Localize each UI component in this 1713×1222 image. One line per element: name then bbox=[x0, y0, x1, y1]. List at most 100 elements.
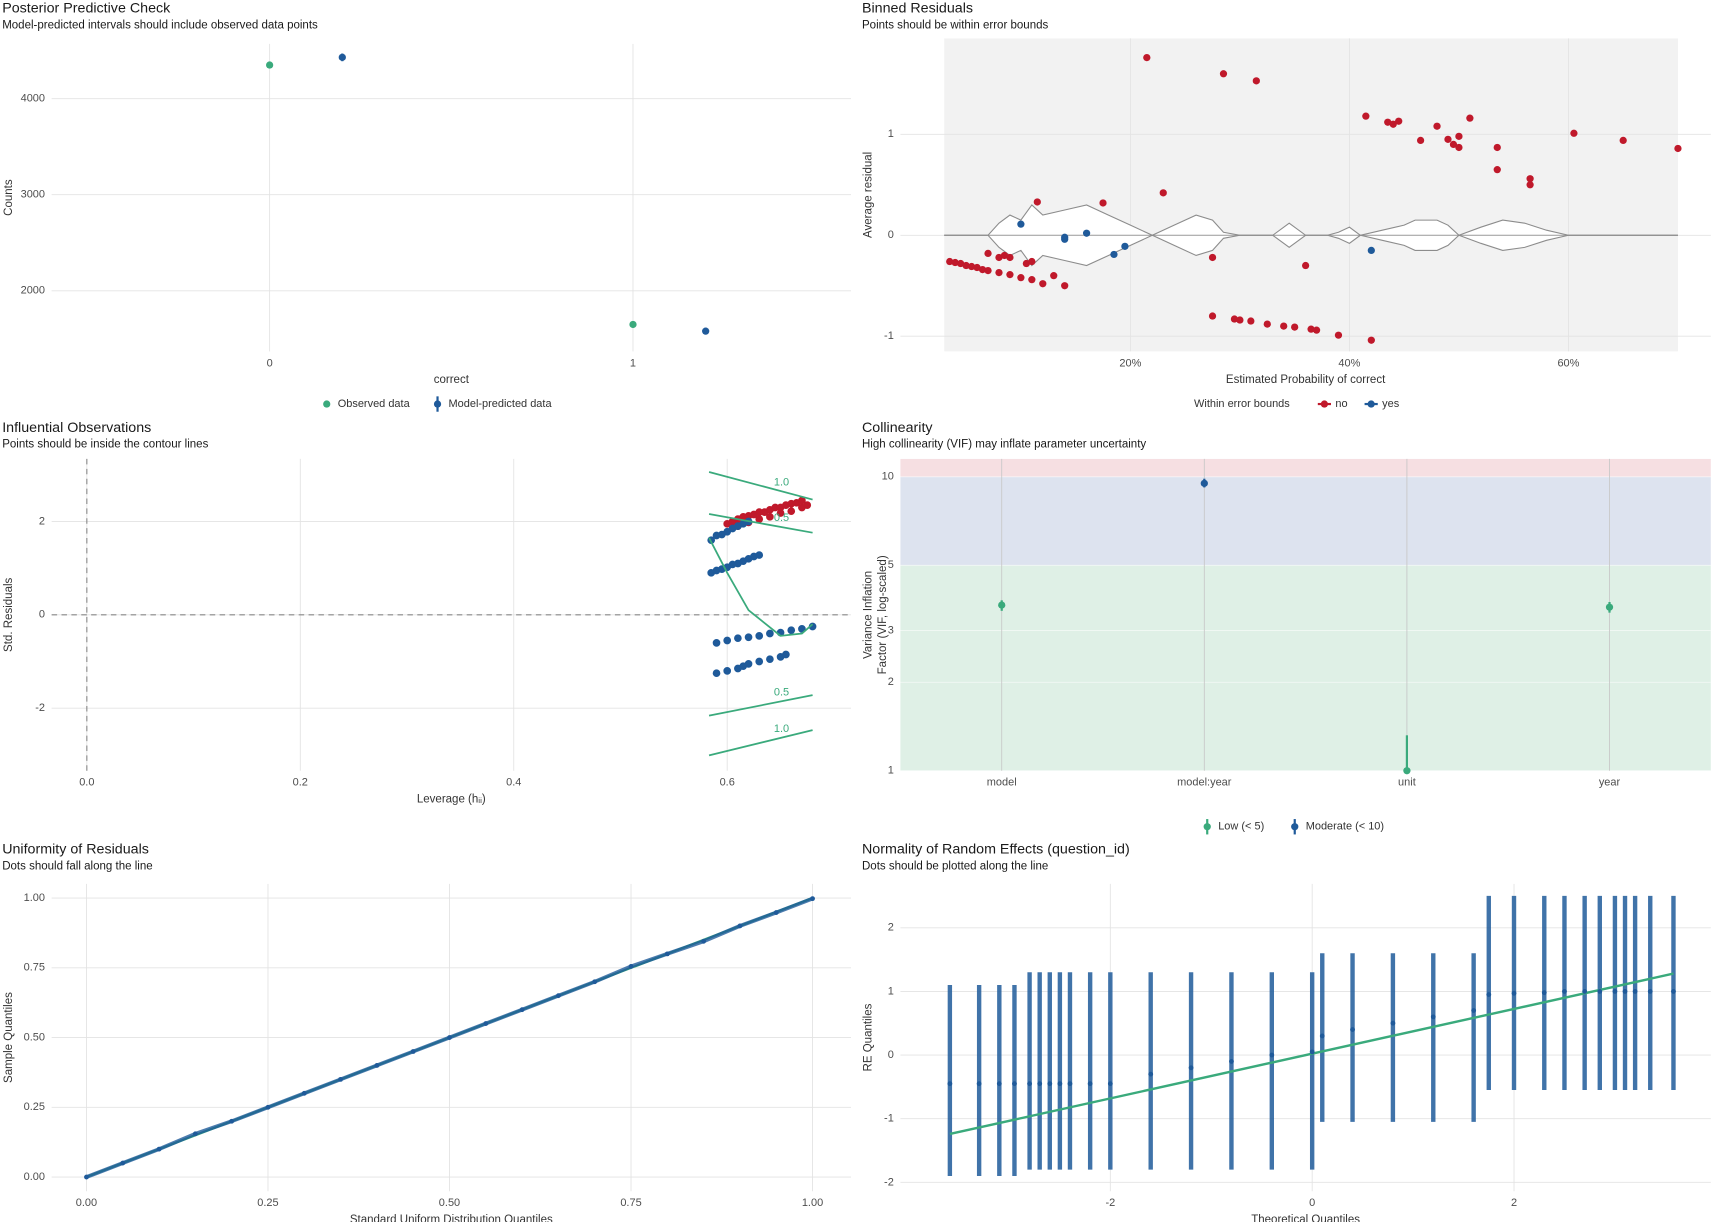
point bbox=[1486, 992, 1492, 997]
point bbox=[723, 527, 732, 536]
point bbox=[1632, 988, 1638, 994]
error-bound bbox=[944, 234, 1678, 267]
point bbox=[1028, 276, 1036, 284]
point bbox=[962, 261, 970, 270]
vif-band bbox=[900, 458, 1711, 477]
point bbox=[1159, 189, 1167, 197]
point bbox=[996, 1081, 1002, 1087]
point bbox=[787, 507, 796, 516]
x-tick-label: 1.00 bbox=[802, 1197, 823, 1209]
point bbox=[1471, 1008, 1477, 1013]
point bbox=[1309, 1049, 1315, 1055]
point bbox=[338, 53, 346, 61]
point bbox=[1107, 1081, 1113, 1087]
point bbox=[628, 963, 634, 969]
x-tick-label: 0.0 bbox=[79, 777, 94, 789]
point bbox=[1057, 1081, 1063, 1087]
point bbox=[776, 509, 785, 517]
legend-glyph bbox=[1291, 823, 1299, 831]
point bbox=[1511, 990, 1517, 996]
x-tick-label: 0.25 bbox=[257, 1197, 278, 1209]
y-axis-label: Sample Quantiles bbox=[3, 992, 15, 1083]
point bbox=[1017, 220, 1025, 228]
point bbox=[1384, 118, 1392, 126]
point bbox=[266, 61, 274, 69]
contour-line bbox=[708, 729, 813, 757]
point bbox=[755, 632, 764, 640]
point bbox=[1099, 199, 1107, 207]
point bbox=[946, 257, 954, 266]
point bbox=[1208, 253, 1217, 262]
point bbox=[1466, 114, 1474, 122]
point bbox=[1367, 336, 1375, 344]
y-axis-label: Std. Residuals bbox=[3, 577, 15, 651]
y-tick-label: 0 bbox=[39, 609, 45, 621]
y-tick-label: 0.50 bbox=[24, 1031, 45, 1043]
legend-label: no bbox=[1335, 398, 1347, 410]
contour-line bbox=[708, 513, 813, 534]
point bbox=[1229, 1058, 1234, 1064]
point bbox=[84, 1174, 89, 1180]
point bbox=[1219, 70, 1228, 78]
binned-area bbox=[944, 38, 1678, 352]
y-tick-label: 1 bbox=[888, 985, 894, 997]
contour-label: 0.5 bbox=[774, 512, 789, 524]
point bbox=[1301, 261, 1310, 270]
point bbox=[1403, 767, 1411, 775]
point bbox=[1433, 122, 1441, 130]
x-tick-label: 0.00 bbox=[76, 1197, 97, 1209]
panel-title: Normality of Random Effects (question_id… bbox=[862, 842, 1130, 858]
point bbox=[1541, 990, 1547, 996]
x-axis-label: Estimated Probability of correct bbox=[1226, 374, 1386, 386]
point bbox=[1022, 259, 1030, 268]
point bbox=[702, 327, 710, 335]
point bbox=[1307, 325, 1315, 333]
point bbox=[978, 265, 987, 274]
point bbox=[984, 266, 992, 275]
y-tick-label: 0 bbox=[888, 1049, 894, 1061]
point bbox=[782, 650, 790, 659]
point bbox=[1148, 1071, 1154, 1077]
point bbox=[1444, 135, 1452, 143]
y-axis-label: Counts bbox=[3, 179, 15, 216]
panel-title: Binned Residuals bbox=[862, 1, 973, 17]
legend-label: Observed data bbox=[338, 398, 411, 410]
vif-band bbox=[900, 476, 1711, 566]
panel-title: Influential Observations bbox=[2, 420, 151, 436]
x-axis-label: correct bbox=[434, 374, 470, 386]
point bbox=[1319, 1033, 1325, 1039]
y-axis-label: RE Quantiles bbox=[863, 1003, 875, 1071]
x-tick-label: unit bbox=[1398, 777, 1416, 789]
point bbox=[1291, 323, 1299, 331]
legend-label: Moderate (< 10) bbox=[1306, 821, 1384, 833]
point bbox=[1027, 1081, 1033, 1087]
point bbox=[995, 268, 1003, 277]
legend-glyph bbox=[1320, 400, 1329, 408]
point bbox=[229, 1118, 235, 1124]
y-axis-label: Variance Inflation bbox=[863, 571, 875, 659]
y-tick-label: 1 bbox=[888, 765, 894, 777]
point bbox=[1526, 175, 1534, 183]
point bbox=[957, 259, 965, 268]
point bbox=[1263, 320, 1271, 328]
point bbox=[737, 923, 743, 929]
point bbox=[1493, 166, 1501, 174]
point bbox=[1312, 326, 1321, 334]
x-tick-label: 0.2 bbox=[293, 777, 308, 789]
point bbox=[1562, 988, 1567, 994]
point bbox=[995, 253, 1003, 262]
point bbox=[744, 633, 753, 642]
point bbox=[998, 601, 1006, 609]
point bbox=[1143, 53, 1151, 62]
point bbox=[701, 938, 707, 944]
point bbox=[1037, 1081, 1043, 1087]
point bbox=[1087, 1081, 1093, 1087]
point bbox=[1350, 1027, 1355, 1033]
x-tick-label: 0 bbox=[1309, 1197, 1315, 1209]
point bbox=[1033, 198, 1041, 206]
y-tick-label: 0.75 bbox=[24, 962, 45, 974]
legend-glyph bbox=[433, 400, 442, 408]
point bbox=[519, 1007, 525, 1013]
y-tick-label: 1.00 bbox=[24, 892, 45, 904]
